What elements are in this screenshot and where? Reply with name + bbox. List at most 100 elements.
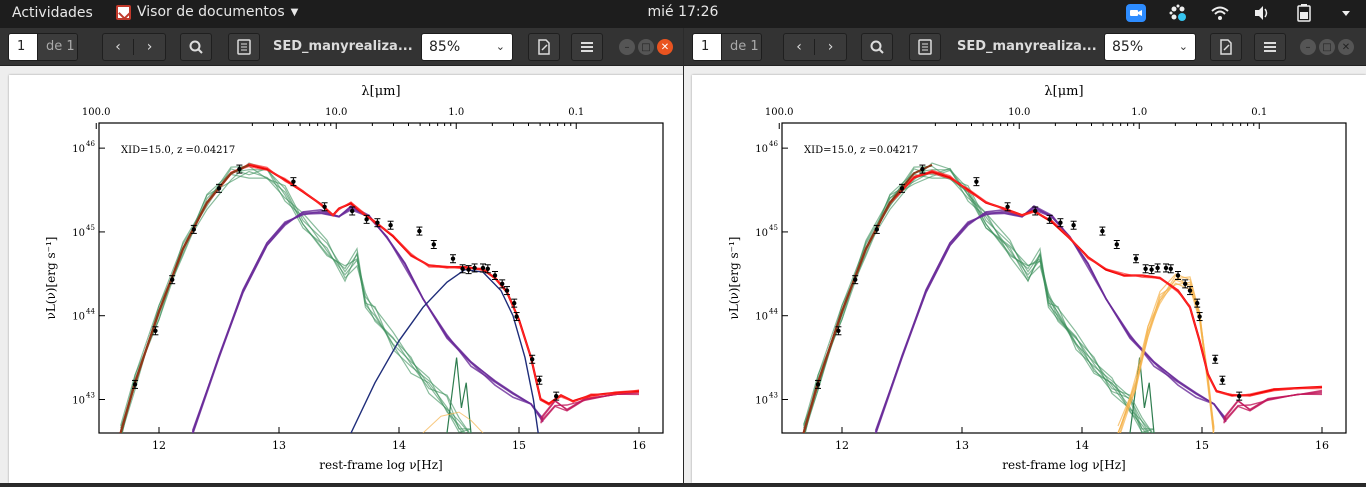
x-axis-label: rest-frame log ν[Hz]	[319, 458, 443, 472]
page-nav-group: ‹ ›	[783, 33, 847, 61]
window-title: SED_manyrealiza...	[957, 39, 1097, 54]
cold-dust-realization	[803, 172, 1150, 433]
uv-component-realization	[1223, 389, 1323, 421]
observation-point	[920, 166, 925, 172]
y-tick-exponent: 45	[769, 224, 778, 232]
observation-point	[1195, 300, 1200, 306]
total-model-realization	[120, 162, 640, 433]
next-page-icon[interactable]: ›	[827, 39, 834, 55]
zoom-app-icon[interactable]	[1126, 3, 1146, 23]
top-tick-label: 0.1	[1251, 107, 1267, 118]
observation-point	[450, 256, 456, 261]
battery-icon[interactable]	[1294, 3, 1314, 23]
slack-app-icon[interactable]	[1168, 3, 1188, 23]
zoom-value: 85%	[1112, 39, 1144, 55]
app-menu[interactable]: Visor de documentos ▼	[116, 4, 298, 20]
document-edit-icon	[1220, 39, 1232, 55]
x-tick-label: 14	[1075, 439, 1089, 452]
x-tick-label: 12	[152, 439, 166, 452]
top-bar: Actividades Visor de documentos ▼ mié 17…	[0, 0, 1366, 28]
cold-dust-realization	[121, 169, 471, 433]
power-menu-icon[interactable]	[1336, 3, 1356, 23]
x-tick-label: 15	[1195, 439, 1209, 452]
annotate-button[interactable]	[528, 33, 560, 61]
minimize-icon[interactable]: –	[619, 39, 635, 55]
torus-realization	[874, 206, 1227, 433]
header-bar: 1 de 1 ‹ › SED_manyrealiza... 85% ⌄ – □ …	[684, 28, 1366, 66]
page-total: de 1	[37, 34, 77, 60]
observation-point	[1197, 314, 1202, 319]
system-tray	[1126, 3, 1356, 23]
top-tick-label: 10.0	[325, 107, 347, 118]
x-tick-label: 14	[392, 439, 406, 452]
maximize-icon[interactable]: □	[1319, 39, 1335, 55]
hamburger-menu-icon	[1264, 42, 1276, 52]
total-model-curve	[802, 170, 1323, 433]
torus-realization	[875, 205, 1227, 433]
observation-point	[485, 266, 490, 271]
top-tick-label: 1.0	[448, 107, 464, 118]
page-number-input[interactable]: 1	[9, 34, 37, 60]
menu-button[interactable]	[571, 33, 603, 61]
observation-point	[1100, 228, 1105, 234]
activities-button[interactable]: Actividades	[12, 5, 93, 21]
observation-point	[554, 393, 559, 399]
hamburger-menu-icon	[581, 42, 593, 52]
sidebar-toggle-button[interactable]	[909, 33, 941, 61]
observation-point	[291, 179, 296, 184]
observation-point	[237, 166, 242, 172]
y-tick-label: 10	[755, 312, 768, 323]
observation-point	[1163, 265, 1169, 271]
y-tick-exponent: 43	[769, 391, 778, 399]
volume-icon[interactable]	[1252, 3, 1272, 23]
document-page: 12 13 14 15 16 100.0 10.0 1.0 0.1 10 46 10 45 10 44 10 4…	[9, 75, 683, 483]
observation-point	[191, 227, 196, 232]
sidebar-toggle-button[interactable]	[228, 33, 260, 61]
observation-point	[1005, 204, 1010, 209]
accretion-disk-curve	[350, 268, 539, 433]
search-button[interactable]	[861, 33, 893, 61]
menu-button[interactable]	[1254, 33, 1286, 61]
chevron-down-icon: ⌄	[495, 40, 505, 53]
minimize-icon[interactable]: –	[1300, 39, 1316, 55]
wifi-icon[interactable]	[1210, 3, 1230, 23]
observation-point	[460, 266, 465, 271]
close-icon[interactable]: ✕	[657, 39, 673, 55]
observation-point	[417, 228, 422, 234]
observation-point	[537, 378, 542, 383]
observation-point	[1047, 217, 1052, 222]
page-total: de 1	[721, 34, 761, 60]
maximize-icon[interactable]: □	[638, 39, 654, 55]
plot-annotation: XID=15.0, z =0.04217	[121, 145, 235, 156]
next-page-icon[interactable]: ›	[146, 39, 153, 55]
y-tick-exponent: 45	[86, 224, 95, 232]
observation-point	[530, 357, 535, 362]
close-icon[interactable]: ✕	[1338, 39, 1354, 55]
search-button[interactable]	[180, 33, 212, 61]
document-area[interactable]: 12 13 14 15 16 100.0 10.0 1.0 0.1 10 46 10 45 10 44 10 4…	[0, 66, 683, 483]
observation-point	[153, 328, 158, 333]
document-viewer-icon	[116, 4, 131, 20]
previous-page-icon[interactable]: ‹	[103, 39, 134, 55]
zoom-select[interactable]: 85% ⌄	[421, 33, 513, 61]
observation-point	[1114, 242, 1119, 247]
plot-area	[802, 162, 1323, 433]
annotate-button[interactable]	[1210, 33, 1242, 61]
page-indicator: 1 de 1	[692, 33, 762, 61]
observation-point	[1149, 267, 1154, 272]
y-tick-label: 10	[72, 395, 85, 406]
observation-point	[1033, 208, 1038, 214]
plot-frame	[781, 122, 1347, 434]
cold-dust-realization	[120, 165, 471, 433]
observation-point	[388, 223, 393, 228]
caret-down-icon: ▼	[290, 6, 299, 18]
previous-page-icon[interactable]: ‹	[784, 39, 815, 55]
y-axis-label: νL(ν)[erg s⁻¹]	[44, 237, 58, 320]
observation-point	[815, 382, 821, 387]
app-menu-label: Visor de documentos	[137, 4, 285, 20]
zoom-select[interactable]: 85% ⌄	[1104, 33, 1196, 61]
page-number-input[interactable]: 1	[693, 34, 721, 60]
top-tick-label: 100.0	[765, 107, 794, 118]
document-area[interactable]: 12 13 14 15 16 100.0 10.0 1.0 0.1 10 46 10 45 10 44 10 4…	[684, 66, 1366, 483]
top-tick-label: 0.1	[568, 107, 584, 118]
